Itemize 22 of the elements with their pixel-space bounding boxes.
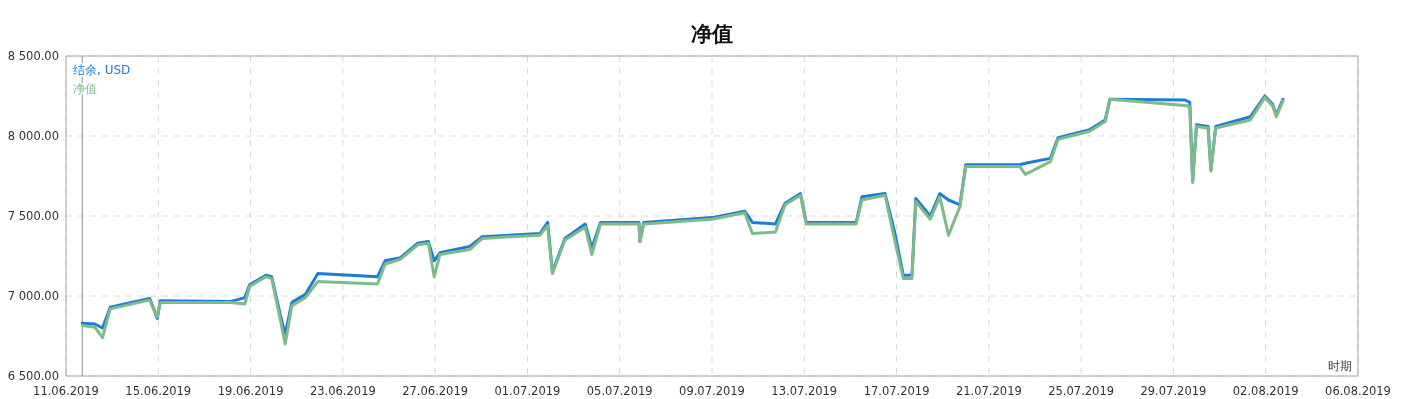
x-tick-label: 21.07.2019	[955, 384, 1022, 398]
x-tick-label: 15.06.2019	[125, 384, 192, 398]
x-tick-label: 19.06.2019	[217, 384, 284, 398]
x-tick-label: 09.07.2019	[679, 384, 745, 398]
y-tick-label: 7 500.00	[7, 209, 59, 223]
chart-title: 净值	[691, 22, 733, 46]
x-tick-label: 27.06.2019	[402, 384, 469, 398]
x-tick-label: 25.07.2019	[1048, 384, 1115, 398]
x-tick-label: 06.08.2019	[1325, 384, 1391, 398]
x-tick-label: 17.07.2019	[863, 384, 930, 398]
x-tick-label: 01.07.2019	[494, 384, 561, 398]
x-tick-label: 05.07.2019	[586, 384, 653, 398]
x-tick-label: 23.06.2019	[309, 384, 376, 398]
x-tick-label: 29.07.2019	[1140, 384, 1207, 398]
y-tick-label: 8 500.00	[7, 49, 59, 63]
x-tick-label: 11.06.2019	[33, 384, 99, 398]
y-tick-label: 7 000.00	[7, 289, 59, 303]
x-axis-title: 时期	[1328, 359, 1352, 373]
x-tick-label: 13.07.2019	[771, 384, 838, 398]
x-tick-label: 02.08.2019	[1232, 384, 1299, 398]
y-tick-label: 6 500.00	[7, 369, 59, 383]
y-tick-label: 8 000.00	[7, 129, 59, 143]
